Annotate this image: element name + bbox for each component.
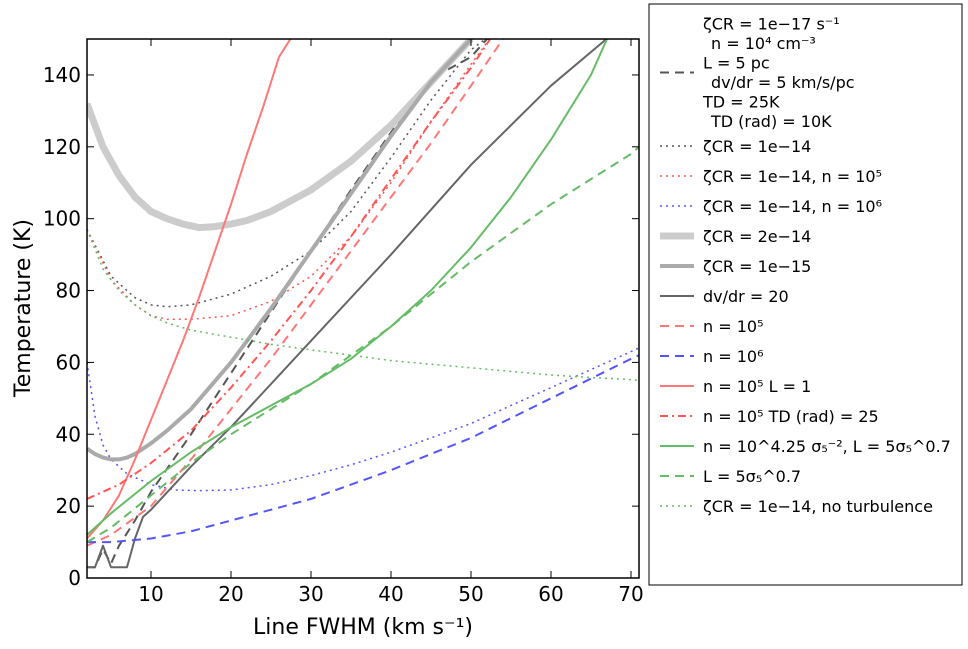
y-tick-label: 40 (56, 422, 81, 446)
legend: ζCR = 1e−17 s⁻¹n = 10⁴ cm⁻³L = 5 pcdv/dr… (648, 3, 963, 586)
series-line-5 (87, 39, 474, 232)
y-tick-label: 20 (56, 494, 81, 518)
legend-label-2: ζCR = 1e−14 (703, 137, 811, 156)
legend-label-10: n = 10⁵ L = 1 (703, 377, 811, 396)
y-axis-label: Temperature (K) (11, 219, 36, 398)
series-line-14 (87, 229, 639, 382)
x-tick-label: 20 (218, 582, 243, 606)
x-axis-label: Line FWHM (km s⁻¹) (253, 615, 473, 640)
series-line-2 (87, 39, 487, 308)
legend-label-14: ζCR = 1e−14, no turbulence (703, 497, 933, 516)
legend-label-3: ζCR = 1e−14, n = 10⁵ (703, 167, 882, 186)
series-line-12 (87, 39, 608, 536)
legend-label-5: ζCR = 2e−14 (703, 227, 811, 246)
legend-label-12: n = 10^4.25 σ₅⁻², L = 5σ₅^0.7 (703, 437, 951, 456)
legend-label-4: ζCR = 1e−14, n = 10⁶ (703, 197, 882, 216)
x-tick-label: 40 (378, 582, 403, 606)
series-line-11 (87, 39, 492, 500)
series-line-4 (87, 347, 639, 492)
series-line-13 (87, 146, 639, 543)
y-tick-label: 80 (56, 279, 81, 303)
legend-label-8: n = 10⁵ (703, 317, 764, 336)
y-tick-label: 100 (43, 207, 81, 231)
legend-label-1: L = 5 pc (703, 54, 770, 73)
plot-frame (86, 38, 640, 579)
legend-frame (648, 3, 963, 586)
series-line-9 (87, 354, 639, 544)
x-tick-label: 30 (298, 582, 323, 606)
legend-label-1: dv/dr = 5 km/s/pc (711, 73, 855, 92)
legend-label-1: ζCR = 1e−17 s⁻¹ (703, 15, 840, 34)
legend-label-7: dv/dr = 20 (703, 287, 789, 306)
y-tick-label: 60 (56, 350, 81, 374)
x-tick-label: 50 (458, 582, 483, 606)
y-tick-label: 140 (43, 63, 81, 87)
legend-label-11: n = 10⁵ TD (rad) = 25 (703, 407, 879, 426)
legend-label-1: TD (rad) = 10K (710, 112, 832, 131)
series-line-10 (87, 39, 292, 540)
legend-label-13: L = 5σ₅^0.7 (703, 467, 801, 486)
y-tick-label: 120 (43, 135, 81, 159)
x-tick-label: 70 (618, 582, 643, 606)
x-tick-label: 60 (538, 582, 563, 606)
series-line-6 (87, 39, 474, 462)
legend-label-1: n = 10⁴ cm⁻³ (711, 34, 816, 53)
tick-layer: 10 20 30 40 50 60 70 0 20 40 60 80 100 120 140 (43, 39, 644, 606)
plot-area (87, 39, 639, 578)
series-layer (87, 39, 639, 569)
x-tick-label: 10 (138, 582, 163, 606)
legend-label-9: n = 10⁶ (703, 347, 764, 366)
series-line-3 (87, 39, 491, 321)
legend-label-6: ζCR = 1e−15 (703, 257, 811, 276)
legend-label-1: TD = 25K (702, 93, 780, 112)
series-line-7 (87, 39, 609, 569)
series-line-8 (87, 39, 504, 547)
y-tick-label: 0 (68, 566, 81, 590)
